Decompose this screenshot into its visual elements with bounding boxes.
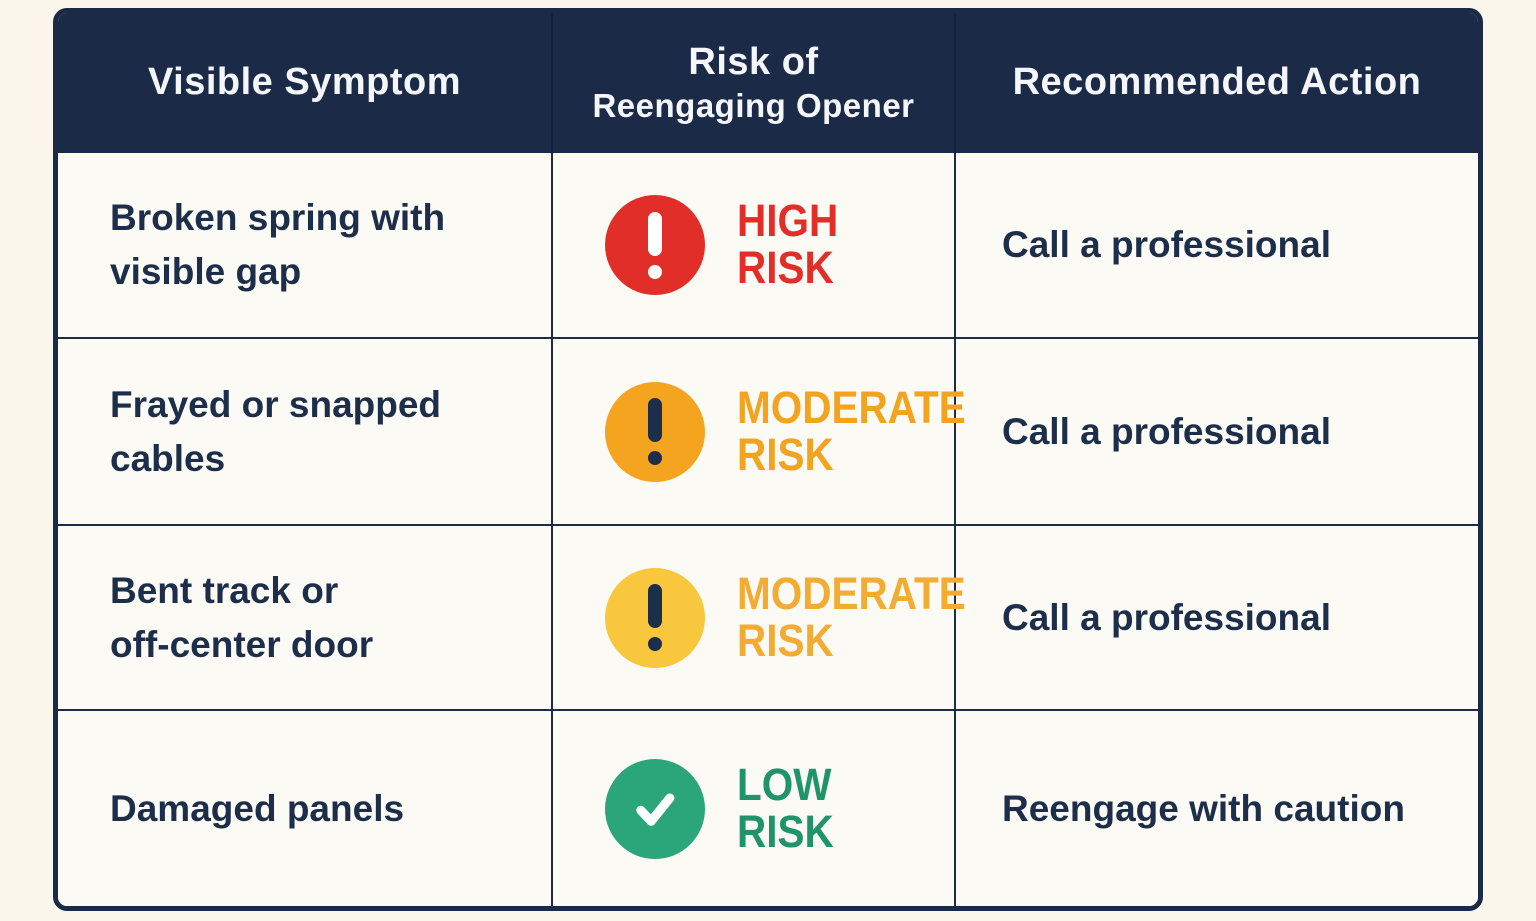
- header-label-risk: Risk of Reengaging Opener: [592, 40, 914, 125]
- action-text: Reengage with caution: [1002, 787, 1405, 829]
- table-row-3-symptom: Bent track or off-center door: [58, 526, 553, 711]
- symptom-text: Frayed or snapped cables: [110, 383, 442, 479]
- table-row-4-risk: LOW RISK: [553, 711, 956, 906]
- risk-level-label: MODERATE RISK: [737, 381, 966, 480]
- table-row-3-action: Call a professional: [956, 526, 1478, 711]
- symptom-text: Broken spring with visible gap: [110, 197, 446, 292]
- risk-level-label: HIGH RISK: [737, 195, 839, 293]
- symptom-text: Bent track or off-center door: [110, 569, 374, 665]
- alert-icon: [605, 381, 705, 482]
- header-cell-risk: Risk of Reengaging Opener: [553, 13, 956, 153]
- table-row-2-action: Call a professional: [956, 339, 1478, 526]
- table-row-1-risk: HIGH RISK: [553, 153, 956, 339]
- table-row-4-symptom: Damaged panels: [58, 711, 553, 906]
- alert-icon: [605, 567, 705, 668]
- risk-level-label: LOW RISK: [737, 758, 834, 857]
- header-label-risk-line2: Reengaging Opener: [592, 87, 915, 124]
- header-cell-recommended-action: Recommended Action: [956, 13, 1478, 153]
- checkmark-glyph: [636, 793, 675, 826]
- table-row-2-risk: MODERATE RISK: [553, 339, 966, 526]
- action-text: Call a professional: [1002, 410, 1331, 452]
- header-label-recommended-action: Recommended Action: [1012, 61, 1422, 104]
- exclamation-bar: [648, 584, 662, 628]
- header-label-risk-line1: Risk of: [688, 41, 819, 84]
- alert-icon: [605, 195, 705, 295]
- table-row-3-risk: MODERATE RISK: [553, 526, 966, 711]
- symptom-text: Damaged panels: [110, 787, 405, 829]
- action-text: Call a professional: [1002, 596, 1331, 638]
- action-text: Call a professional: [1002, 224, 1331, 265]
- exclamation-dot: [648, 451, 662, 465]
- exclamation-dot: [648, 264, 662, 279]
- table-row-2-symptom: Frayed or snapped cables: [58, 339, 553, 526]
- risk-level-label: MODERATE RISK: [737, 567, 966, 666]
- table-row-1-symptom: Broken spring with visible gap: [58, 153, 553, 339]
- exclamation-dot: [648, 637, 662, 651]
- exclamation-bar: [648, 211, 662, 256]
- check-icon: [605, 758, 705, 859]
- header-label-visible-symptom: Visible Symptom: [147, 61, 461, 104]
- table-row-4-action: Reengage with caution: [956, 711, 1478, 906]
- risk-comparison-table: Visible Symptom Risk of Reengaging Opene…: [53, 8, 1483, 911]
- exclamation-bar: [648, 398, 662, 442]
- header-cell-visible-symptom: Visible Symptom: [58, 13, 553, 153]
- table-row-1-action: Call a professional: [956, 153, 1478, 339]
